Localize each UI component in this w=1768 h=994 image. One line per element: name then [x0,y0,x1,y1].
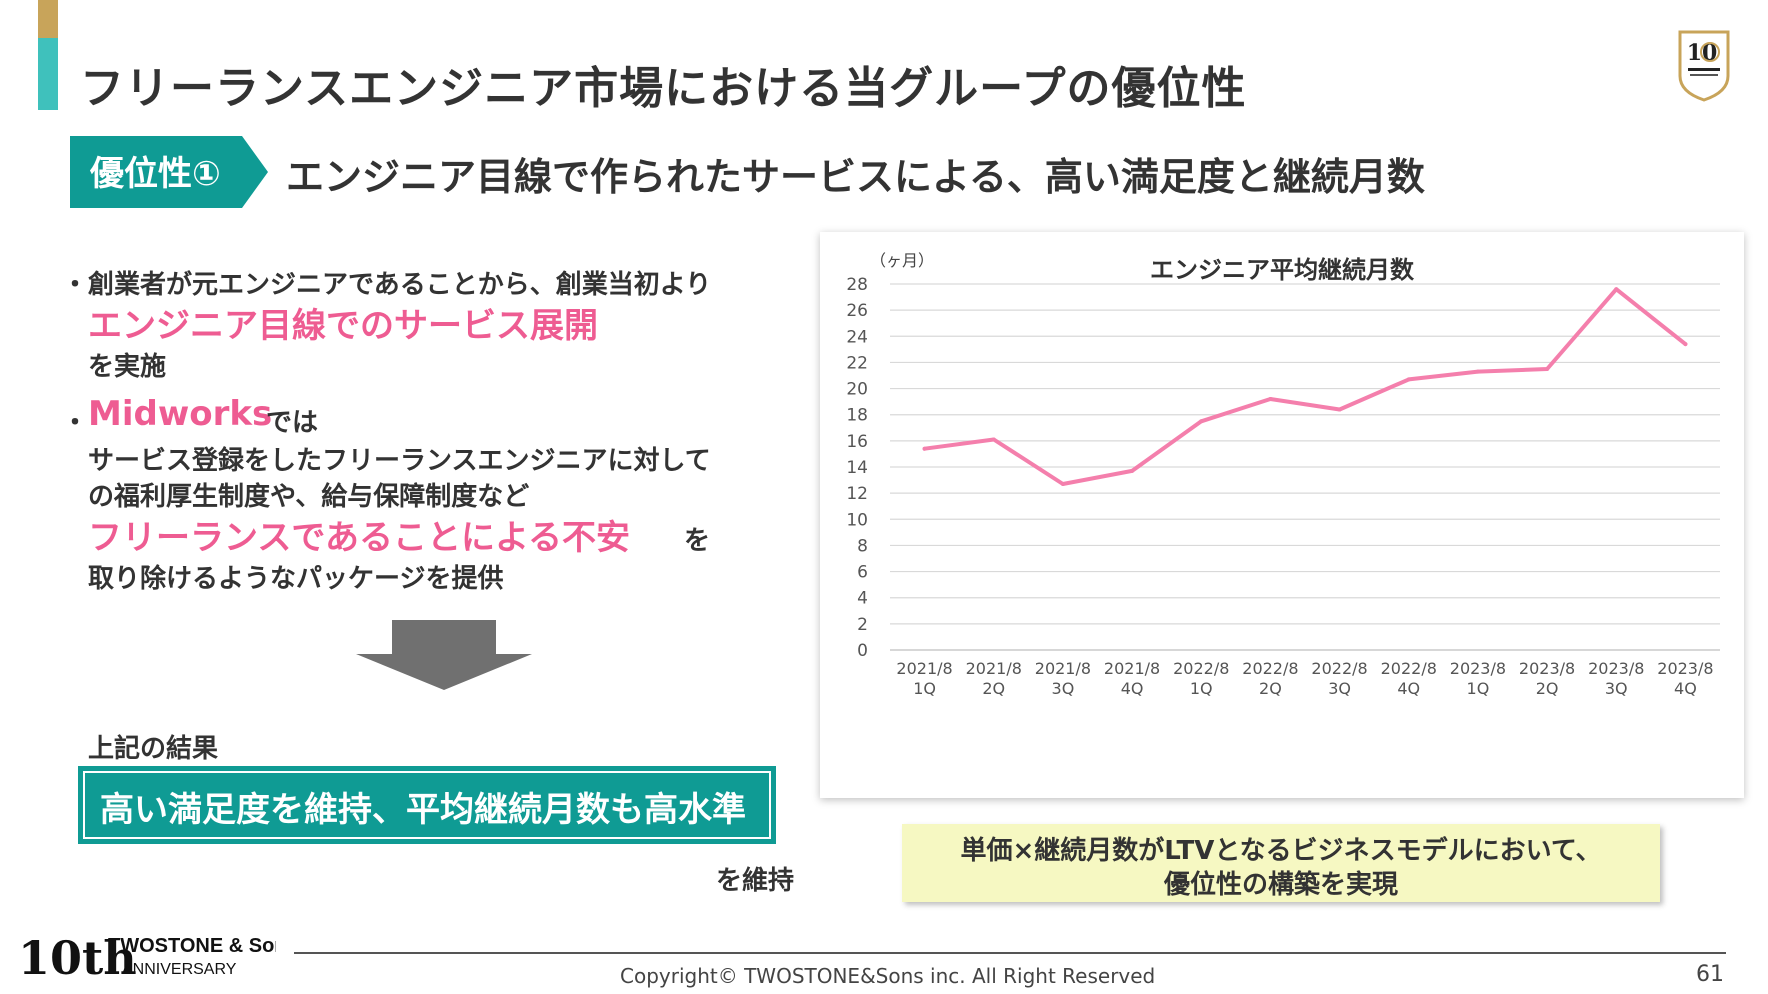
data-point [922,446,927,451]
x-tick-label: 2021/8 2Q [966,659,1022,698]
y-tick-label: 24 [846,327,868,347]
y-tick-label: 0 [857,641,868,661]
line-chart: （ヶ月） エンジニア平均継続月数 02468101214161820222426… [846,251,1720,698]
logo-brand-text: TWOSTONE & Sons [108,935,276,957]
y-tick-label: 4 [857,589,868,609]
bullet-marker: ・ [62,270,89,300]
data-point [1475,369,1480,374]
data-point [1545,366,1550,371]
bullet2-brand-highlight: Midworks [88,394,273,434]
footer-divider [294,952,1726,954]
data-point [1683,342,1688,347]
x-tick-label: 2022/8 4Q [1381,659,1437,698]
data-point [1614,287,1619,292]
y-tick-label: 22 [846,353,868,373]
x-tick-label: 2022/8 1Q [1173,659,1229,698]
bullet2-line5: 取り除けるようなパッケージを提供 [88,564,504,594]
result-label: 上記の結果 [88,734,219,764]
y-tick-label: 20 [846,380,868,400]
x-tick-label: 2023/8 1Q [1450,659,1506,698]
advantage-tag-label: 優位性① [90,154,221,194]
data-point [1406,377,1411,382]
page-title: フリーランスエンジニア市場における当グループの優位性 [80,63,1247,114]
bullet1-line1: 創業者が元エンジニアであることから、創業当初より [88,270,712,300]
bullet1-line3: を実施 [88,352,167,382]
y-tick-label: 8 [857,536,868,556]
data-point [1130,468,1135,473]
series-line [922,287,1688,486]
bullet2-line2: サービス登録をしたフリーランスエンジニアに対して [88,446,711,476]
anniversary-badge-logo: 10 [1678,30,1730,102]
data-point [1060,481,1065,486]
x-tick-label: 2021/8 4Q [1104,659,1160,698]
data-point [991,437,996,442]
header-accent-teal [38,38,58,110]
chart-unit-label: （ヶ月） [870,251,934,270]
down-arrow-icon [356,620,532,690]
x-tick-label: 2022/8 2Q [1242,659,1298,698]
x-tick-label: 2023/8 4Q [1657,659,1713,698]
advantage-heading: エンジニア目線で作られたサービスによる、高い満足度と継続月数 [286,155,1425,199]
footer-anniversary-logo: 10th TWOSTONE & Sons ANNIVERSARY [18,931,276,984]
chart-title: エンジニア平均継続月数 [1150,256,1415,284]
y-tick-label: 16 [846,432,868,452]
logo-sub-text: ANNIVERSARY [122,961,237,978]
header-accent-gold [38,0,58,38]
note-line2: 優位性の構築を実現 [1163,870,1398,900]
bullet-marker: ・ [62,408,89,438]
data-point [1337,407,1342,412]
y-tick-label: 6 [857,563,868,583]
note-line1: 単価×継続月数がLTVとなるビジネスモデルにおいて、 [960,836,1602,866]
note-box [902,824,1660,902]
chart-card [820,232,1744,798]
y-tick-label: 28 [846,275,868,295]
x-tick-label: 2021/8 1Q [896,659,952,698]
bullet2-line1-suffix: では [266,408,319,438]
advantage-tag-shape [70,136,268,208]
result-box-text: 高い満足度を維持、平均継続月数も高水準 [100,790,746,830]
page-number: 61 [1696,962,1724,987]
copyright-text: Copyright© TWOSTONE&Sons inc. All Right … [620,964,1156,988]
x-tick-label: 2022/8 3Q [1311,659,1367,698]
y-tick-label: 12 [846,484,868,504]
result-box [78,766,776,844]
y-tick-label: 18 [846,406,868,426]
x-tick-label: 2021/8 3Q [1035,659,1091,698]
y-tick-label: 10 [846,510,868,530]
bullet2-highlight: フリーランスであることによる不安 [88,518,630,558]
x-tick-label: 2023/8 3Q [1588,659,1644,698]
result-suffix: を維持 [716,866,795,896]
y-tick-label: 14 [846,458,868,478]
bullet2-highlight-suffix: を [684,526,711,556]
y-tick-label: 26 [846,301,868,321]
data-point [1199,419,1204,424]
y-tick-label: 2 [857,615,868,635]
x-tick-label: 2023/8 2Q [1519,659,1575,698]
bullet2-line3: の福利厚生制度や、給与保障制度など [88,482,530,512]
logo-mark-text: 10th [18,931,137,984]
data-point [1268,397,1273,402]
bullet1-highlight: エンジニア目線でのサービス展開 [88,306,598,346]
